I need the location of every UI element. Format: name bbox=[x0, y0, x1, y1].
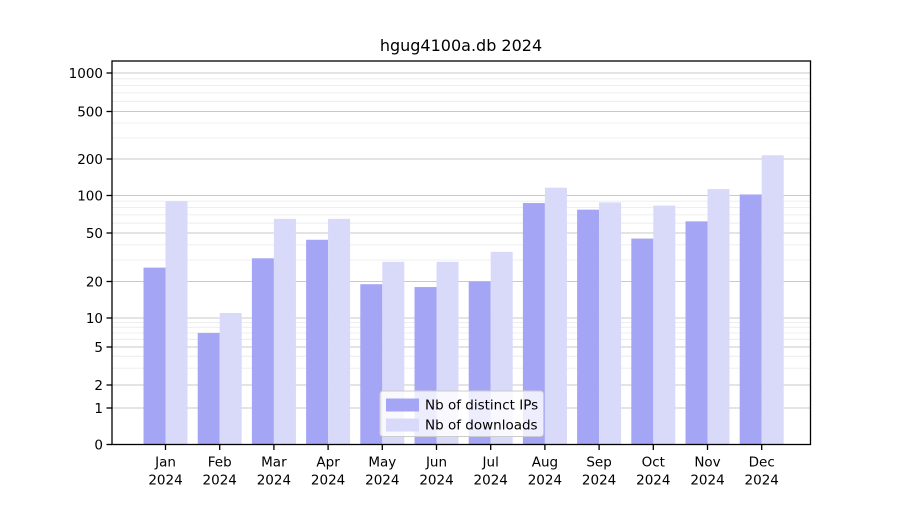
x-tick-label-year: 2024 bbox=[311, 473, 345, 489]
x-tick-label-month: Jun bbox=[425, 455, 447, 471]
chart-title: hgug4100a.db 2024 bbox=[380, 36, 542, 55]
bar-downloads-dec bbox=[761, 155, 784, 445]
x-tick-label-year: 2024 bbox=[474, 473, 508, 489]
x-tick-label-month: Oct bbox=[642, 455, 665, 471]
x-tick-label-month: Apr bbox=[316, 455, 340, 471]
x-tick-label-year: 2024 bbox=[690, 473, 724, 489]
x-tick-label-year: 2024 bbox=[257, 473, 291, 489]
y-tick-label: 200 bbox=[77, 152, 103, 168]
bar-downloads-nov bbox=[707, 189, 730, 445]
bar-distinct-ips-oct bbox=[631, 238, 654, 445]
bar-distinct-ips-aug bbox=[522, 203, 545, 445]
x-axis: Jan 2024 Feb 2024 Mar 2024 Apr 2024 May 2024 Jun 20… bbox=[148, 444, 779, 489]
x-tick-label-month: Mar bbox=[261, 455, 287, 471]
x-tick-label-year: 2024 bbox=[365, 473, 399, 489]
y-axis: 0 1 2 5 10 20 50 100 200 500 1000 bbox=[69, 66, 112, 453]
x-tick-label-month: Feb bbox=[208, 455, 232, 471]
x-tick-label-month: May bbox=[368, 455, 396, 471]
x-tick-label-month: Dec bbox=[749, 455, 775, 471]
y-tick-label: 100 bbox=[77, 188, 103, 204]
x-tick-label-month: Jul bbox=[482, 455, 499, 471]
y-tick-label: 500 bbox=[77, 104, 103, 120]
x-tick-label-month: Nov bbox=[694, 455, 720, 471]
x-tick-label-year: 2024 bbox=[582, 473, 616, 489]
bar-downloads-oct bbox=[653, 205, 676, 445]
y-tick-label: 0 bbox=[94, 437, 103, 453]
bar-downloads-apr bbox=[328, 218, 351, 445]
y-tick-label: 20 bbox=[86, 274, 103, 290]
legend-box bbox=[379, 390, 544, 437]
bar-downloads-aug bbox=[544, 187, 567, 445]
legend-swatch-distinct-ips bbox=[386, 398, 419, 412]
y-tick-label: 50 bbox=[86, 226, 103, 242]
x-tick-label-year: 2024 bbox=[636, 473, 670, 489]
bar-downloads-sep bbox=[599, 202, 622, 445]
x-tick-label-year: 2024 bbox=[528, 473, 562, 489]
y-tick-label: 2 bbox=[94, 378, 103, 394]
y-tick-label: 5 bbox=[94, 340, 103, 356]
x-tick-label-month: Aug bbox=[532, 455, 558, 471]
bar-distinct-ips-dec bbox=[739, 194, 762, 445]
y-tick-label: 1000 bbox=[69, 66, 103, 82]
legend-swatch-downloads bbox=[386, 418, 419, 432]
bar-distinct-ips-sep bbox=[577, 209, 600, 445]
x-tick-label-month: Jan bbox=[154, 455, 176, 471]
legend-label-downloads: Nb of downloads bbox=[425, 418, 538, 434]
x-tick-label-year: 2024 bbox=[203, 473, 237, 489]
y-tick-label: 10 bbox=[86, 311, 103, 327]
x-tick-label-year: 2024 bbox=[745, 473, 779, 489]
bar-distinct-ips-jan bbox=[143, 267, 166, 445]
bar-distinct-ips-mar bbox=[251, 258, 274, 445]
bar-downloads-mar bbox=[273, 218, 296, 445]
bar-distinct-ips-nov bbox=[685, 221, 708, 445]
bar-distinct-ips-may bbox=[360, 284, 383, 445]
bars-layer bbox=[143, 155, 784, 445]
chart-legend: Nb of distinct IPs Nb of downloads bbox=[379, 390, 544, 437]
bar-distinct-ips-apr bbox=[306, 239, 329, 445]
legend-label-distinct-ips: Nb of distinct IPs bbox=[425, 398, 538, 414]
bar-distinct-ips-feb bbox=[197, 332, 220, 445]
bar-downloads-feb bbox=[219, 312, 242, 445]
plot-border bbox=[111, 60, 812, 446]
x-tick-label-month: Sep bbox=[586, 455, 611, 471]
bar-downloads-jan bbox=[165, 201, 188, 445]
y-tick-label: 1 bbox=[94, 401, 103, 417]
x-tick-label-year: 2024 bbox=[148, 473, 182, 489]
x-tick-label-year: 2024 bbox=[419, 473, 453, 489]
